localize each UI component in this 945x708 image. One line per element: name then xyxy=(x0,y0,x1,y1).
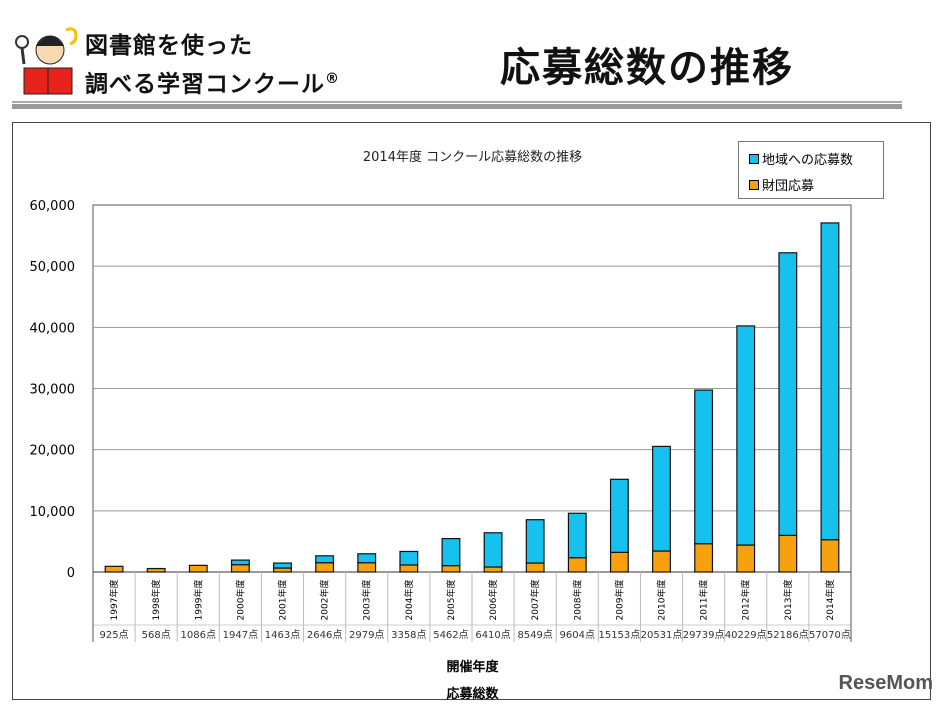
total-label: 15153点 xyxy=(598,629,640,641)
total-label: 9604点 xyxy=(560,629,595,641)
total-label: 40229点 xyxy=(725,629,767,641)
total-label: 1947点 xyxy=(223,629,258,641)
bar-foundation xyxy=(399,564,419,573)
bar-regional xyxy=(483,532,503,568)
x-tick-label: 2001年度 xyxy=(277,580,289,621)
chart-frame xyxy=(12,122,931,700)
mascot-logo xyxy=(15,27,78,95)
y-tick-label: 10,000 xyxy=(30,505,76,520)
bar-regional xyxy=(525,519,545,564)
bar-regional xyxy=(736,325,756,546)
total-label: 57070点 xyxy=(809,629,851,641)
bar-regional xyxy=(315,555,335,564)
total-label: 2646点 xyxy=(307,629,342,641)
total-label: 2979点 xyxy=(349,629,384,641)
title-line2: 調べる学習コンクール xyxy=(85,71,325,98)
x-tick-label: 2003年度 xyxy=(361,580,373,621)
bar-regional xyxy=(820,222,840,541)
legend-swatch xyxy=(749,153,759,164)
x-tick-label: 2010年度 xyxy=(656,580,668,621)
bar-foundation xyxy=(736,544,756,573)
x-tick-label: 2004年度 xyxy=(403,580,415,621)
bar-foundation xyxy=(230,564,250,573)
bar-foundation xyxy=(483,566,503,573)
x-tick-label: 2009年度 xyxy=(613,580,625,621)
x-tick-label: 2006年度 xyxy=(487,580,499,621)
total-label: 20531点 xyxy=(641,629,683,641)
bar-foundation xyxy=(104,565,124,573)
y-tick-label: 30,000 xyxy=(30,383,76,398)
legend: 地域への応募数 財団応募 xyxy=(738,141,884,199)
bar-foundation xyxy=(778,534,798,573)
bar-regional xyxy=(652,445,671,552)
x-axis-label: 開催年度 xyxy=(446,660,499,675)
x-tick-label: 1998年度 xyxy=(150,580,162,621)
bar-regional xyxy=(609,478,629,553)
divider xyxy=(12,101,902,103)
y-tick-label: 40,000 xyxy=(30,321,76,336)
slide-title: 応募総数の推移 xyxy=(500,45,794,91)
title-line1: 図書館を使った xyxy=(85,33,253,59)
x-tick-label: 2000年度 xyxy=(234,580,246,621)
x-tick-label: 2011年度 xyxy=(698,580,710,621)
bar-regional xyxy=(357,553,377,564)
total-label: 5462点 xyxy=(433,629,468,641)
bar-foundation xyxy=(146,567,166,573)
x-tick-label: 2008年度 xyxy=(571,580,583,621)
watermark: ReseMom xyxy=(838,672,933,694)
y-tick-label: 60,000 xyxy=(30,199,76,214)
bar-foundation xyxy=(315,562,335,573)
total-label: 1463点 xyxy=(265,629,300,641)
bar-regional xyxy=(567,512,587,559)
bar-foundation xyxy=(567,557,587,573)
bar-regional xyxy=(230,559,250,566)
chart-title: 2014年度 コンクール応募総数の推移 xyxy=(362,150,583,165)
bar-foundation xyxy=(525,562,545,573)
total-label: 925点 xyxy=(100,629,129,641)
legend-item-regional: 地域への応募数 xyxy=(749,149,853,168)
x-tick-label: 2007年度 xyxy=(529,580,541,621)
legend-label: 地域への応募数 xyxy=(762,153,854,168)
x-tick-label: 2014年度 xyxy=(824,580,836,621)
bar-regional xyxy=(399,550,419,566)
total-label: 3358点 xyxy=(391,629,426,641)
total-label: 6410点 xyxy=(475,629,510,641)
divider xyxy=(12,104,902,109)
total-label: 52186点 xyxy=(767,629,809,641)
bar-regional xyxy=(441,537,461,567)
bar-foundation xyxy=(357,562,377,573)
total-label: 568点 xyxy=(142,629,171,641)
bar-foundation xyxy=(441,565,461,573)
bar-regional xyxy=(694,389,714,545)
bar-regional xyxy=(273,562,292,569)
legend-item-foundation: 財団応募 xyxy=(749,175,814,194)
total-label: 1086点 xyxy=(181,629,216,641)
contest-title: 図書館を使った調べる学習コンクール® xyxy=(85,30,340,102)
total-label: 29739点 xyxy=(683,629,725,641)
bar-foundation xyxy=(652,550,671,573)
x-tick-label: 2013年度 xyxy=(782,580,794,621)
x-tick-label: 2002年度 xyxy=(319,580,331,621)
registered-mark: ® xyxy=(325,71,340,87)
table-label: 応募総数 xyxy=(446,687,499,702)
y-tick-label: 50,000 xyxy=(30,260,76,275)
x-tick-label: 2005年度 xyxy=(445,580,457,621)
bar-foundation xyxy=(820,539,840,573)
legend-swatch xyxy=(749,179,759,190)
x-tick-label: 1999年度 xyxy=(192,580,204,621)
legend-label: 財団応募 xyxy=(762,179,815,194)
bar-foundation xyxy=(609,551,629,573)
bar-regional xyxy=(778,252,798,536)
y-tick-label: 0 xyxy=(67,566,75,581)
x-tick-label: 2012年度 xyxy=(740,580,752,621)
bar-foundation xyxy=(188,564,208,573)
total-label: 8549点 xyxy=(517,629,552,641)
y-tick-label: 20,000 xyxy=(30,444,76,459)
x-tick-label: 1997年度 xyxy=(108,580,120,621)
bar-foundation xyxy=(694,543,714,573)
